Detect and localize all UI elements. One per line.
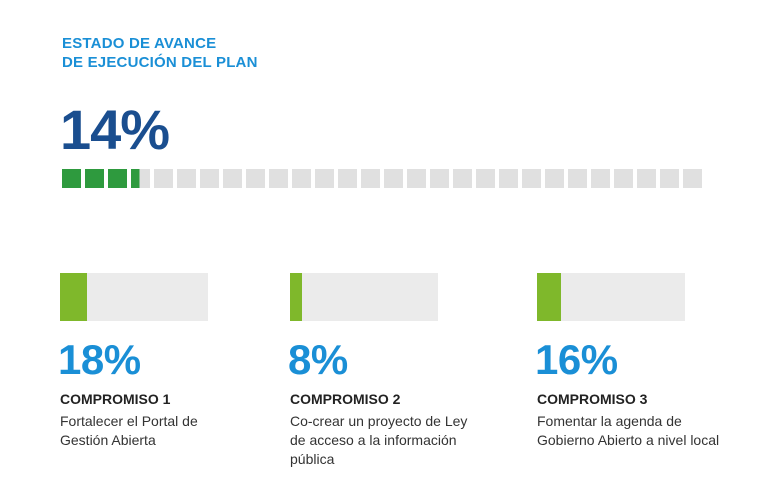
progress-segment (223, 169, 242, 188)
commitment-3-title: COMPROMISO 3 (537, 391, 648, 407)
progress-segment (315, 169, 334, 188)
progress-segment (269, 169, 288, 188)
page-title: ESTADO DE AVANCE DE EJECUCIÓN DEL PLAN (62, 34, 258, 72)
progress-segment (154, 169, 173, 188)
progress-segment (85, 169, 104, 188)
commitment-2-progress-fill (290, 273, 302, 321)
progress-segment (591, 169, 610, 188)
page-title-line-2: DE EJECUCIÓN DEL PLAN (62, 54, 258, 71)
progress-segment (200, 169, 219, 188)
progress-segment (338, 169, 357, 188)
progress-segment (476, 169, 495, 188)
progress-segment (430, 169, 449, 188)
commitment-1-description: Fortalecer el Portal de Gestión Abierta (60, 413, 198, 448)
commitment-1-title: COMPROMISO 1 (60, 391, 171, 407)
progress-segment (62, 169, 81, 188)
progress-segment (637, 169, 656, 188)
commitment-2-percent: 8% (288, 336, 348, 383)
progress-segment (361, 169, 380, 188)
commitment-3-description: Fomentar la agenda de Gobierno Abierto a… (537, 413, 720, 448)
commitment-2: 8% COMPROMISO 2 Co-crear un proyecto de … (288, 273, 480, 469)
overall-progress-bar (62, 169, 702, 188)
progress-segment (292, 169, 311, 188)
overall-percent: 14% (60, 98, 170, 161)
progress-segment (177, 169, 196, 188)
progress-segment (683, 169, 702, 188)
commitment-1: 18% COMPROMISO 1 Fortalecer el Portal de… (58, 273, 250, 450)
progress-segment (131, 169, 150, 188)
page-title-line-1: ESTADO DE AVANCE (62, 35, 217, 52)
commitment-2-title: COMPROMISO 2 (290, 391, 401, 407)
commitment-1-percent: 18% (58, 336, 141, 383)
progress-segment (453, 169, 472, 188)
commitment-3-progress-bar (537, 273, 685, 321)
commitment-2-progress-bar (290, 273, 438, 321)
progress-segment (522, 169, 541, 188)
commitment-2-description: Co-crear un proyecto de Ley de acceso a … (290, 413, 468, 467)
progress-segment (384, 169, 403, 188)
progress-segment (568, 169, 587, 188)
progress-segment (407, 169, 426, 188)
progress-segment (499, 169, 518, 188)
commitment-3-progress-fill (537, 273, 561, 321)
progress-segment (108, 169, 127, 188)
commitment-1-progress-bar (60, 273, 208, 321)
progress-segment (614, 169, 633, 188)
progress-segment (660, 169, 679, 188)
commitment-3-percent: 16% (535, 336, 618, 383)
progress-segment (246, 169, 265, 188)
commitment-3: 16% COMPROMISO 3 Fomentar la agenda de G… (535, 273, 727, 450)
progress-segment (545, 169, 564, 188)
commitment-1-progress-fill (60, 273, 87, 321)
